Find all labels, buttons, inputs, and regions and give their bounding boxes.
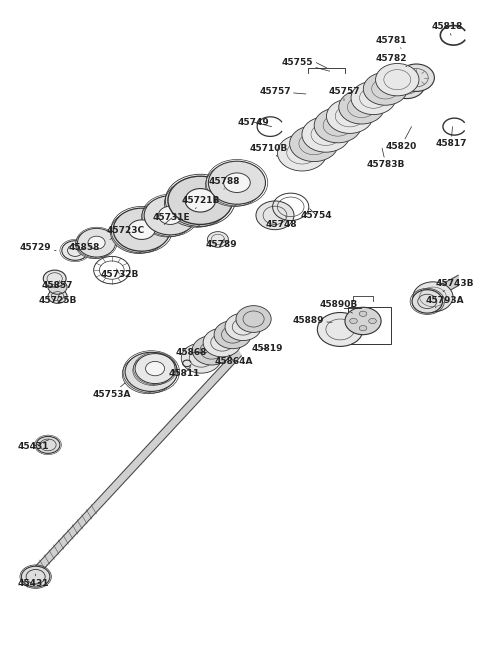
Text: 45789: 45789: [205, 239, 237, 248]
Text: 45757: 45757: [328, 87, 360, 100]
Ellipse shape: [350, 318, 357, 324]
Ellipse shape: [207, 232, 228, 248]
Ellipse shape: [389, 71, 425, 98]
Text: 45857: 45857: [42, 280, 73, 290]
Ellipse shape: [110, 210, 168, 253]
Text: 45858: 45858: [69, 244, 100, 252]
Ellipse shape: [225, 313, 261, 341]
Ellipse shape: [122, 354, 175, 394]
Ellipse shape: [88, 236, 105, 250]
Ellipse shape: [75, 230, 114, 259]
Ellipse shape: [62, 241, 88, 260]
Ellipse shape: [144, 196, 196, 235]
Ellipse shape: [78, 229, 116, 257]
Ellipse shape: [165, 179, 229, 227]
Ellipse shape: [345, 307, 381, 335]
Text: 45783B: 45783B: [367, 148, 405, 169]
Text: 45723C: 45723C: [107, 227, 145, 240]
Ellipse shape: [138, 362, 165, 382]
Ellipse shape: [277, 134, 327, 171]
Ellipse shape: [412, 290, 443, 313]
Ellipse shape: [48, 289, 67, 303]
Text: 45818: 45818: [432, 22, 463, 35]
Ellipse shape: [125, 352, 178, 392]
Ellipse shape: [214, 321, 251, 348]
Text: 45743B: 45743B: [435, 278, 474, 291]
Text: 45729: 45729: [20, 244, 56, 252]
Ellipse shape: [22, 566, 50, 587]
Polygon shape: [420, 275, 458, 307]
Ellipse shape: [375, 64, 419, 96]
Ellipse shape: [302, 117, 350, 152]
Ellipse shape: [133, 356, 173, 385]
Ellipse shape: [224, 173, 250, 193]
Ellipse shape: [181, 343, 221, 373]
Text: 45721B: 45721B: [181, 196, 219, 209]
Polygon shape: [23, 348, 241, 587]
Ellipse shape: [145, 362, 165, 376]
Ellipse shape: [158, 206, 182, 225]
Text: 45753A: 45753A: [93, 383, 131, 398]
Text: 45819: 45819: [251, 344, 283, 353]
Ellipse shape: [317, 312, 363, 346]
Text: 45731E: 45731E: [153, 214, 191, 225]
Text: 45864A: 45864A: [215, 355, 253, 366]
Text: 45793A: 45793A: [426, 295, 464, 308]
Text: 45782: 45782: [376, 54, 408, 67]
Text: 45890B: 45890B: [319, 300, 358, 313]
Text: 45889: 45889: [292, 316, 332, 326]
Ellipse shape: [398, 64, 434, 92]
Text: 45781: 45781: [376, 36, 408, 48]
Ellipse shape: [48, 280, 67, 294]
Text: 45811: 45811: [169, 367, 200, 378]
Ellipse shape: [192, 335, 231, 365]
Text: 45748: 45748: [265, 217, 297, 229]
Ellipse shape: [185, 189, 216, 212]
Ellipse shape: [413, 282, 453, 312]
Ellipse shape: [203, 328, 241, 357]
Ellipse shape: [168, 176, 233, 225]
Text: 45749: 45749: [238, 117, 272, 126]
Ellipse shape: [339, 90, 384, 124]
Ellipse shape: [289, 126, 338, 162]
Ellipse shape: [351, 81, 396, 115]
Ellipse shape: [205, 164, 263, 206]
Text: 45710B: 45710B: [250, 143, 288, 157]
Text: 45732B: 45732B: [100, 269, 139, 278]
Text: 45868: 45868: [176, 348, 207, 357]
Ellipse shape: [369, 318, 376, 324]
Ellipse shape: [359, 326, 367, 331]
Text: 45431: 45431: [18, 440, 49, 451]
Ellipse shape: [142, 198, 194, 237]
Ellipse shape: [256, 201, 294, 230]
Text: 45755: 45755: [282, 58, 330, 71]
Ellipse shape: [129, 220, 155, 240]
Ellipse shape: [208, 161, 265, 204]
Ellipse shape: [113, 208, 170, 251]
Text: 45431: 45431: [18, 574, 49, 588]
Text: 45754: 45754: [300, 209, 332, 220]
Text: 45820: 45820: [385, 126, 417, 151]
Ellipse shape: [359, 311, 367, 316]
Ellipse shape: [236, 306, 271, 332]
Ellipse shape: [363, 72, 408, 105]
Text: 45788: 45788: [208, 177, 240, 189]
Ellipse shape: [326, 99, 373, 134]
Text: 45725B: 45725B: [38, 293, 77, 305]
Text: 45757: 45757: [259, 87, 306, 96]
Ellipse shape: [314, 108, 361, 143]
Ellipse shape: [43, 270, 66, 287]
Ellipse shape: [36, 436, 60, 453]
Ellipse shape: [135, 354, 175, 384]
Text: 45817: 45817: [435, 126, 467, 148]
